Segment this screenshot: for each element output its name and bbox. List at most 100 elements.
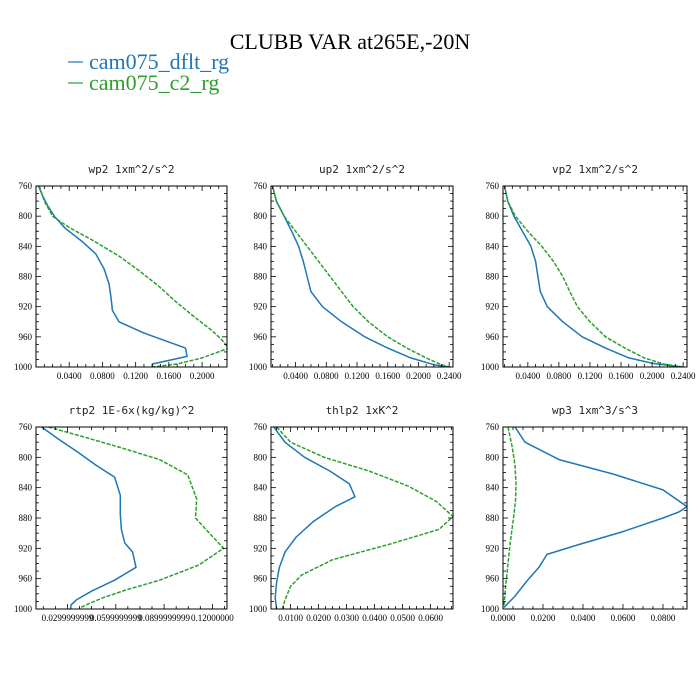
- y-tick-label: 840: [19, 483, 33, 493]
- x-tick-label: 0.2000: [190, 371, 215, 381]
- panel-title: vp2 1xm^2/s^2: [552, 163, 638, 176]
- y-tick-label: 960: [486, 332, 500, 342]
- panel-1: wp2 1xm^2/s^2 760 800 840 880 920 960 1000 0.040…: [14, 163, 228, 381]
- plot-frame: [502, 426, 688, 610]
- y-tick-label: 1000: [249, 604, 268, 614]
- y-tick-label: 880: [19, 513, 33, 523]
- y-tick-label: 1000: [481, 604, 500, 614]
- x-tick-label: 0.0600: [418, 613, 443, 623]
- x-tick-label: 0.0400: [515, 371, 540, 381]
- series-group: [503, 427, 687, 609]
- panel-2: up2 1xm^2/s^2 760 800 840 880 920 960 1000 0.040…: [249, 163, 462, 381]
- x-tick-label: 0.1200: [345, 371, 370, 381]
- y-tick-label: 840: [19, 241, 33, 251]
- y-tick-label: 920: [486, 543, 500, 553]
- x-tick-label: 0.12000000: [191, 613, 234, 623]
- y-tick-label: 920: [19, 302, 33, 312]
- y-tick-label: 800: [254, 452, 268, 462]
- series-line-c2: [271, 186, 450, 367]
- plot-frame: [270, 185, 454, 368]
- y-tick-label: 840: [486, 483, 500, 493]
- y-tick-label: 760: [486, 422, 500, 432]
- series-group: [41, 427, 225, 609]
- y-tick-label: 960: [19, 332, 33, 342]
- y-tick-label: 1000: [14, 362, 33, 372]
- plot-frame: [502, 185, 688, 368]
- y-tick-label: 800: [254, 211, 268, 221]
- y-tick-label: 840: [486, 241, 500, 251]
- y-tick-label: 960: [19, 574, 33, 584]
- series-line-dflt: [37, 186, 188, 367]
- x-tick-label: 0.0400: [57, 371, 82, 381]
- legend-label: cam075_c2_rg: [89, 70, 219, 95]
- plot-frame: [270, 426, 454, 610]
- series-line-dflt: [41, 427, 137, 609]
- y-tick-label: 880: [254, 513, 268, 523]
- y-tick-label: 960: [254, 332, 268, 342]
- panel-title: wp3 1xm^3/s^3: [552, 404, 638, 417]
- panel-title: rtp2 1E-6x(kg/kg)^2: [69, 404, 195, 417]
- series-line-c2: [503, 427, 517, 606]
- y-tick-label: 840: [254, 483, 268, 493]
- x-tick-label: 0.0800: [90, 371, 115, 381]
- y-tick-label: 760: [19, 422, 33, 432]
- y-tick-label: 1000: [249, 362, 268, 372]
- x-tick-label: 0.0500: [390, 613, 415, 623]
- panels-grid: wp2 1xm^2/s^2 760 800 840 880 920 960 1000 0.040…: [14, 163, 696, 623]
- panel-title: thlp2 1xK^2: [326, 404, 399, 417]
- x-tick-label: 0.0000: [491, 613, 516, 623]
- series-group: [503, 186, 684, 367]
- x-tick-label: 0.1600: [375, 371, 400, 381]
- x-tick-label: 0.0400: [571, 613, 596, 623]
- legend-entry: cam075_dflt_rg: [68, 49, 229, 74]
- y-tick-label: 840: [254, 241, 268, 251]
- x-tick-label: 0.0800: [651, 613, 676, 623]
- figure-title: CLUBB VAR at265E,-20N: [230, 29, 471, 54]
- x-tick-label: 0.0800: [314, 371, 339, 381]
- series-line-c2: [276, 427, 453, 609]
- series-group: [271, 186, 450, 367]
- y-tick-label: 920: [254, 302, 268, 312]
- y-tick-label: 920: [19, 543, 33, 553]
- y-tick-label: 760: [19, 181, 33, 191]
- x-tick-label: 0.2400: [437, 371, 462, 381]
- y-tick-label: 1000: [14, 604, 33, 614]
- x-tick-label: 0.0599999999: [90, 613, 142, 623]
- x-tick-label: 0.0100: [278, 613, 303, 623]
- y-tick-label: 920: [254, 543, 268, 553]
- x-tick-label: 0.0800: [547, 371, 572, 381]
- x-tick-label: 0.0299999999: [42, 613, 94, 623]
- y-tick-label: 1000: [481, 362, 500, 372]
- x-tick-label: 0.0400: [283, 371, 308, 381]
- x-tick-label: 0.1200: [578, 371, 603, 381]
- y-tick-label: 800: [19, 211, 33, 221]
- plot-frame: [35, 426, 228, 610]
- series-line-c2: [38, 186, 227, 367]
- series-line-dflt: [271, 186, 450, 367]
- panel-4: rtp2 1E-6x(kg/kg)^2 760 800 840 880 920 960 100…: [14, 404, 234, 623]
- x-tick-label: 0.0200: [306, 613, 331, 623]
- plot-frame: [35, 185, 228, 368]
- y-tick-label: 880: [486, 272, 500, 282]
- y-tick-label: 800: [486, 211, 500, 221]
- x-tick-label: 0.0899999999: [138, 613, 190, 623]
- y-tick-label: 800: [19, 452, 33, 462]
- y-tick-label: 880: [19, 272, 33, 282]
- series-line-dflt: [273, 427, 356, 609]
- series-line-c2: [503, 186, 684, 367]
- series-line-c2: [48, 427, 225, 609]
- x-tick-label: 0.1200: [123, 371, 148, 381]
- x-tick-label: 0.0200: [531, 613, 556, 623]
- series-group: [37, 186, 227, 367]
- y-tick-label: 760: [254, 181, 268, 191]
- x-tick-label: 0.1600: [609, 371, 634, 381]
- y-tick-label: 760: [486, 181, 500, 191]
- x-tick-label: 0.2000: [406, 371, 431, 381]
- panel-3: vp2 1xm^2/s^2 760 800 840 880 920 960 1000 0.040…: [481, 163, 696, 381]
- series-line-dflt: [503, 186, 684, 367]
- series-group: [273, 427, 453, 609]
- panel-title: up2 1xm^2/s^2: [319, 163, 405, 176]
- x-tick-label: 0.0300: [334, 613, 359, 623]
